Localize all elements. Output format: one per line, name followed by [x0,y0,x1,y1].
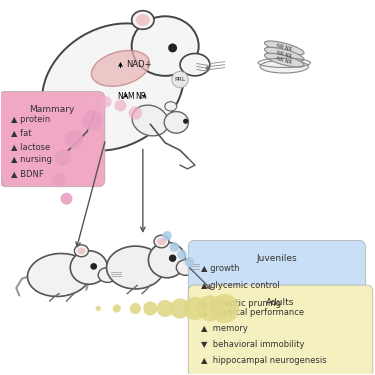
Text: ▲ BDNF: ▲ BDNF [11,168,44,177]
Circle shape [168,44,177,52]
Ellipse shape [74,245,88,257]
Ellipse shape [77,248,86,254]
Circle shape [184,257,194,267]
Circle shape [143,302,158,315]
Text: ▲ protein: ▲ protein [11,115,50,124]
Circle shape [61,193,72,205]
Ellipse shape [70,251,108,284]
Ellipse shape [42,23,184,151]
Circle shape [96,306,101,311]
Circle shape [177,250,187,259]
Ellipse shape [176,260,195,275]
Ellipse shape [132,16,199,76]
Ellipse shape [132,105,168,136]
Text: ▲ nursing: ▲ nursing [11,155,52,164]
Circle shape [64,130,83,149]
Ellipse shape [157,238,166,245]
FancyBboxPatch shape [0,92,105,187]
Ellipse shape [148,242,186,278]
Text: NR NR: NR NR [276,56,292,64]
FancyBboxPatch shape [188,285,373,375]
Circle shape [210,294,239,323]
Polygon shape [202,292,366,306]
Ellipse shape [164,112,188,133]
Text: ▼  behavioral immobility: ▼ behavioral immobility [201,340,304,349]
Text: ▲ synaptic pruning: ▲ synaptic pruning [201,298,280,307]
Circle shape [197,296,223,321]
Ellipse shape [165,102,177,111]
Circle shape [157,300,174,317]
Ellipse shape [264,53,304,67]
Ellipse shape [264,47,304,61]
Text: ▲  memory: ▲ memory [201,324,248,333]
Circle shape [130,303,141,314]
Circle shape [52,173,66,187]
Circle shape [82,110,103,131]
Ellipse shape [106,246,164,289]
Circle shape [170,298,190,318]
Text: ▲ lactose: ▲ lactose [11,142,50,151]
Text: Adults: Adults [266,298,295,307]
Text: NAD+: NAD+ [126,60,152,69]
Ellipse shape [92,51,150,86]
Circle shape [100,96,112,108]
Circle shape [129,106,142,120]
Text: NAM: NAM [117,92,134,101]
Ellipse shape [154,235,169,248]
Text: ▲ glycemic control: ▲ glycemic control [201,281,279,290]
Text: ▲ growth: ▲ growth [201,264,239,273]
Text: Juveniles: Juveniles [256,254,297,263]
Ellipse shape [136,14,150,26]
Ellipse shape [180,54,210,76]
Ellipse shape [98,267,117,282]
FancyBboxPatch shape [188,240,365,321]
Circle shape [183,297,207,320]
Text: NR NR: NR NR [276,44,292,52]
Ellipse shape [260,60,309,73]
Circle shape [206,66,210,70]
Circle shape [86,97,96,107]
Ellipse shape [132,11,154,29]
Text: PRL: PRL [174,77,186,82]
Circle shape [114,100,126,112]
Circle shape [112,304,121,313]
Circle shape [169,255,176,262]
Circle shape [170,242,179,252]
Circle shape [183,118,188,124]
Text: ▲ fat: ▲ fat [11,128,31,137]
Circle shape [162,231,172,241]
Ellipse shape [264,41,304,55]
Circle shape [172,71,188,88]
Circle shape [55,150,71,166]
Text: NR: NR [135,92,147,101]
Text: ▲  physical performance: ▲ physical performance [201,309,304,318]
Ellipse shape [27,254,91,297]
Text: ▲  hippocampal neurogenesis: ▲ hippocampal neurogenesis [201,356,326,365]
Circle shape [90,263,97,270]
Text: Mammary: Mammary [29,105,74,114]
Text: NR NR: NR NR [276,50,292,59]
